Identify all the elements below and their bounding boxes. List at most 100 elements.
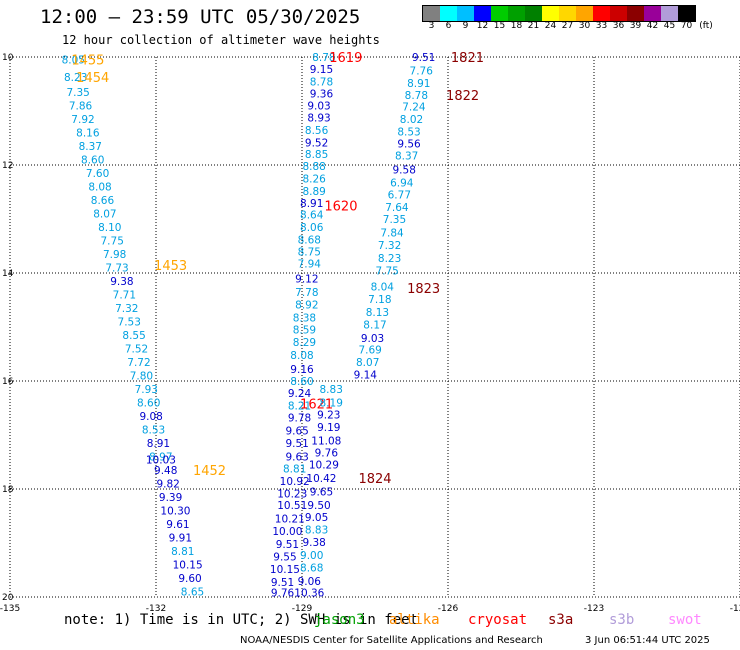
pass-label: 1822: [446, 89, 479, 104]
wave-height-value: 9.48: [154, 465, 177, 477]
wave-height-value: 8.38: [293, 312, 316, 324]
lat-tick-label: 18: [2, 485, 14, 495]
wave-height-value: 9.15: [310, 64, 333, 76]
pass-label: 1454: [76, 71, 109, 86]
wave-height-value: 7.75: [101, 236, 124, 248]
wave-height-value: 7.98: [103, 249, 126, 261]
wave-height-value: 8.91: [407, 78, 430, 90]
wave-height-value: 8.13: [366, 307, 389, 319]
wave-height-value: 7.92: [71, 114, 94, 126]
wave-height-value: 10.51: [277, 500, 307, 512]
lon-tick-label: -132: [146, 604, 166, 614]
colorbar-label: 9: [462, 21, 469, 31]
wave-height-value: 9.38: [302, 537, 325, 549]
lat-tick-label: 20: [2, 593, 14, 603]
wave-height-value: 7.32: [115, 303, 138, 315]
wave-height-value: 8.65: [181, 587, 204, 599]
colorbar-swatch: [627, 6, 644, 21]
wave-height-value: 7.75: [375, 265, 398, 277]
wave-height-value: 8.08: [290, 350, 313, 362]
wave-height-value: 9.06: [298, 576, 322, 588]
wave-height-value: 7.71: [113, 290, 136, 302]
pass-label: 1453: [154, 259, 187, 274]
wave-height-value: 8.66: [91, 195, 115, 207]
wave-height-value: 8.23: [64, 72, 87, 84]
wave-height-value: 7.24: [402, 102, 426, 114]
wave-height-value: 7.94: [298, 258, 322, 270]
colorbar-label: 6: [445, 21, 452, 31]
legend-item-cryosat: cryosat: [468, 612, 528, 628]
wave-height-value: 8.68: [298, 235, 321, 247]
lon-tick-label: -123: [584, 604, 604, 614]
wave-height-value: 8.75: [298, 246, 321, 258]
wave-height-value: 6.94: [390, 177, 414, 189]
wave-height-value: 9.65: [310, 487, 333, 499]
wave-height-value: 9.19: [317, 422, 340, 434]
wave-height-value: 8.81: [283, 463, 306, 475]
wave-height-value: 10.30: [160, 506, 190, 518]
page-title: 12:00 – 23:59 UTC 05/30/2025: [40, 6, 361, 28]
wave-height-value: 8.02: [400, 114, 423, 126]
wave-height-value: 8.29: [293, 337, 316, 349]
wave-height-value: 7.69: [358, 345, 381, 357]
wave-height-value: 9.38: [110, 276, 133, 288]
wave-height-value: 8.55: [122, 330, 145, 342]
wave-height-value: 8.97: [149, 452, 172, 464]
wave-height-value: 8.53: [397, 127, 420, 139]
colorbar-swatch: [525, 6, 542, 21]
wave-height-value: 9.08: [139, 411, 162, 423]
timestamp: 3 Jun 06:51:44 UTC 2025: [585, 635, 710, 646]
colorbar-swatch: [440, 6, 457, 21]
wave-height-value: 11.08: [311, 435, 341, 447]
wave-height-value: 8.59: [293, 325, 316, 337]
wave-height-value: 9.00: [300, 550, 323, 562]
wave-height-value: 9.39: [159, 492, 182, 504]
wave-height-value: 8.16: [76, 128, 100, 140]
colorbar-label: 3: [428, 21, 435, 31]
wave-height-value: 8.60: [137, 398, 160, 410]
wave-height-value: 8.85: [305, 149, 328, 161]
wave-height-value: 8.05: [62, 55, 85, 67]
wave-height-value: 9.23: [317, 409, 340, 421]
wave-height-value: 9.36: [310, 89, 334, 101]
wave-height-value: 8.04: [371, 282, 395, 294]
lat-tick-label: 12: [2, 161, 13, 171]
wave-height-value: 10.29: [309, 460, 339, 472]
colorbar-label: 45: [663, 21, 676, 31]
wave-height-value: 9.12: [295, 273, 318, 285]
wave-height-value: 8.53: [142, 425, 165, 437]
wave-height-value: 7.72: [127, 357, 150, 369]
colorbar-label: 24: [544, 21, 557, 31]
wave-height-value: 8.06: [300, 222, 324, 234]
wave-height-value: 8.37: [395, 150, 418, 162]
colorbar-label: 42: [646, 21, 659, 31]
colorbar-swatch: [457, 6, 474, 21]
wave-height-value: 8.78: [312, 52, 335, 64]
wave-height-value: 9.03: [307, 101, 330, 113]
wave-height-value: 9.52: [305, 137, 328, 149]
wave-height-value: 8.07: [356, 357, 379, 369]
wave-height-value: 8.91: [147, 438, 170, 450]
legend-item-swot: swot: [668, 612, 702, 628]
wave-height-value: 9.03: [361, 333, 384, 345]
legend-item-s3a: s3a: [548, 612, 574, 628]
wave-height-value: 8.83: [320, 384, 343, 396]
colorbar-swatch: [678, 6, 695, 21]
wave-height-value: 7.52: [125, 344, 148, 356]
wave-height-value: 9.82: [156, 479, 179, 491]
wave-height-value: 9.14: [354, 370, 378, 382]
wave-height-value: 8.37: [79, 141, 102, 153]
pass-label: 1621: [300, 398, 333, 413]
credit-line: NOAA/NESDIS Center for Satellite Applica…: [240, 635, 543, 646]
wave-height-value: 8.60: [81, 155, 104, 167]
wave-height-value: 7.73: [105, 263, 128, 275]
wave-height-value: 9.76: [271, 588, 295, 600]
colorbar-label: 30: [578, 21, 591, 31]
wave-height-value: 8.83: [305, 525, 328, 537]
colorbar-label: 36: [612, 21, 625, 31]
lat-tick-label: 14: [2, 269, 14, 279]
colorbar: [422, 5, 696, 22]
wave-height-value: 8.81: [171, 546, 194, 558]
wave-height-value: 9.05: [305, 512, 328, 524]
wave-height-value: 10.15: [173, 560, 203, 572]
